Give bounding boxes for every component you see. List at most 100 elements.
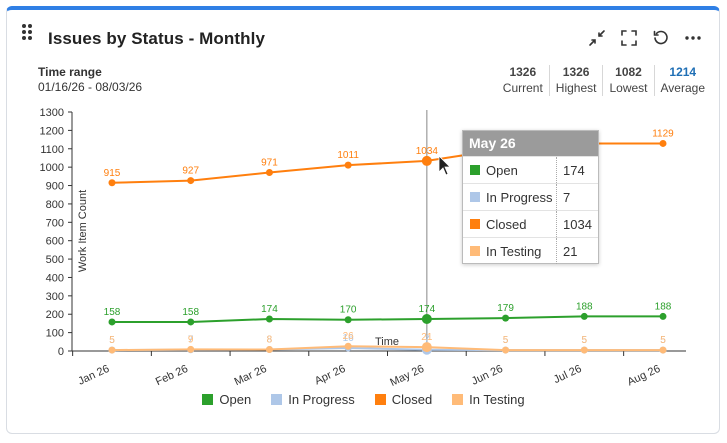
stat-value: 1326 (562, 65, 590, 79)
x-tick-label: May 26 (388, 363, 426, 389)
drag-handle-icon[interactable] (22, 24, 34, 40)
data-point (421, 155, 432, 166)
summary-stats: 1326 Current 1326 Highest 1082 Lowest 12… (497, 65, 711, 96)
legend-label: In Progress (288, 392, 355, 407)
data-label: 5 (660, 335, 666, 346)
data-point (108, 346, 116, 354)
y-tick-label: 900 (46, 181, 64, 193)
y-tick-label: 0 (58, 346, 64, 358)
data-label: 8 (267, 335, 273, 346)
x-tick-label: Jul 26 (552, 363, 584, 386)
data-point (265, 315, 273, 323)
data-label: 21 (421, 332, 433, 343)
data-label: 5 (503, 335, 509, 346)
legend-label: In Testing (469, 392, 525, 407)
time-range-value: 01/16/26 - 08/03/26 (38, 80, 143, 94)
legend-item-in-progress[interactable]: In Progress (271, 392, 355, 407)
stat-label: Average (660, 81, 705, 95)
data-label: 179 (497, 303, 514, 314)
x-tick-label: Aug 26 (626, 363, 663, 389)
fullscreen-icon[interactable] (619, 28, 639, 48)
legend-label: Open (219, 392, 252, 407)
tooltip-label: Closed (486, 216, 527, 232)
y-tick-label: 700 (46, 217, 64, 229)
widget-toolbar (587, 28, 703, 48)
stat-label: Highest (555, 81, 597, 95)
tooltip-swatch (470, 219, 480, 229)
data-label: 1011 (337, 150, 359, 161)
x-tick-label: Mar 26 (233, 363, 269, 388)
x-tick-label: Jan 26 (76, 363, 111, 388)
tooltip-value: 7 (563, 189, 571, 205)
data-label: 915 (104, 168, 121, 179)
y-tick-label: 1000 (40, 162, 64, 174)
legend-swatch (271, 394, 283, 405)
data-label: 188 (576, 301, 593, 312)
data-point (265, 168, 273, 176)
stat-label: Lowest (609, 81, 648, 95)
data-point (659, 346, 667, 354)
more-icon[interactable] (683, 28, 703, 48)
data-point (659, 139, 667, 147)
data-label: 1034 (416, 146, 439, 157)
data-label: 188 (655, 301, 672, 312)
data-point (502, 314, 510, 322)
x-tick-label: Apr 26 (313, 363, 347, 388)
stat-current: 1326 Current (497, 65, 549, 96)
legend-item-open[interactable]: Open (202, 392, 251, 407)
y-tick-label: 600 (46, 236, 64, 248)
stat-value: 1214 (669, 65, 697, 79)
data-label: 158 (104, 307, 121, 318)
y-tick-label: 300 (46, 291, 64, 303)
y-axis-title: Work Item Count (77, 190, 89, 272)
series-line (112, 315, 663, 323)
tooltip-swatch (470, 192, 480, 202)
data-label: 16 (343, 333, 355, 344)
tooltip-label: Open (486, 162, 518, 178)
y-tick-label: 800 (46, 199, 64, 211)
y-tick-label: 1300 (40, 107, 64, 119)
y-tick-label: 400 (46, 272, 64, 284)
data-label: 8 (267, 335, 273, 346)
data-label: 7 (424, 335, 430, 346)
data-point (659, 312, 667, 320)
tooltip-value: 174 (563, 162, 585, 178)
data-point (344, 342, 352, 350)
data-point (187, 318, 195, 326)
data-point (187, 177, 195, 185)
y-tick-label: 200 (46, 309, 64, 321)
stat-value: 1082 (615, 65, 642, 79)
tooltip-label: In Testing (486, 243, 542, 259)
mouse-cursor-icon (438, 155, 451, 176)
data-point (344, 161, 352, 169)
data-label: 5 (109, 335, 115, 346)
data-label: 26 (343, 331, 355, 342)
data-point (421, 342, 432, 353)
legend-item-in-testing[interactable]: In Testing (452, 392, 525, 407)
tooltip-title: May 26 (463, 131, 598, 156)
data-label: 174 (261, 304, 278, 315)
stat-lowest: 1082 Lowest (602, 65, 653, 96)
refresh-icon[interactable] (651, 28, 671, 48)
data-point (265, 346, 273, 354)
data-point (580, 346, 588, 354)
data-label: 5 (660, 335, 666, 346)
data-label: 7 (188, 335, 194, 346)
issues-widget-card (6, 6, 720, 434)
tooltip-row: In Testing 21 (463, 237, 598, 264)
data-label: 5 (582, 335, 588, 346)
series-line (111, 345, 663, 352)
legend-swatch (374, 394, 386, 405)
collapse-icon[interactable] (587, 28, 607, 48)
data-label: 170 (340, 305, 357, 316)
data-label: 174 (419, 304, 436, 315)
data-label: 927 (182, 166, 199, 177)
legend-item-closed[interactable]: Closed (374, 392, 432, 407)
x-tick-label: Jun 26 (470, 363, 505, 388)
data-label: 5 (109, 335, 115, 346)
data-point (187, 345, 195, 353)
data-label: 5 (582, 335, 588, 346)
stat-label: Current (502, 81, 543, 95)
stat-highest: 1326 Highest (548, 65, 603, 96)
